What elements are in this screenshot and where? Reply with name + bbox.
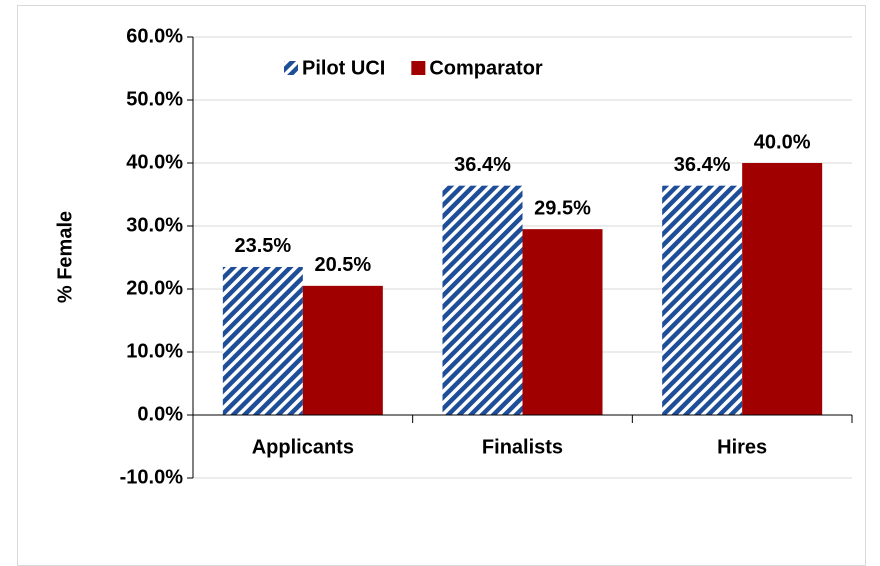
bar bbox=[522, 229, 603, 415]
y-tick-label: 20.0% bbox=[126, 277, 183, 299]
y-tick-label: 10.0% bbox=[126, 340, 183, 362]
legend-swatch bbox=[284, 61, 298, 75]
y-tick-label: 30.0% bbox=[126, 214, 183, 236]
bar bbox=[662, 185, 743, 415]
y-tick-label: 60.0% bbox=[126, 25, 183, 47]
data-label: 36.4% bbox=[454, 154, 511, 176]
legend-swatch bbox=[411, 61, 426, 75]
y-tick-label: 50.0% bbox=[126, 88, 183, 110]
data-label: 23.5% bbox=[234, 235, 291, 257]
data-label: 20.5% bbox=[314, 254, 371, 276]
bar bbox=[302, 285, 383, 415]
y-axis-title: % Female bbox=[54, 211, 76, 303]
y-tick-label: 40.0% bbox=[126, 151, 183, 173]
data-label: 36.4% bbox=[674, 154, 731, 176]
x-tick-label: Applicants bbox=[252, 436, 354, 458]
y-tick-label: -10.0% bbox=[120, 466, 184, 488]
data-label: 40.0% bbox=[754, 131, 811, 153]
legend-label: Pilot UCI bbox=[302, 57, 385, 79]
bar bbox=[742, 163, 823, 415]
y-tick-label: 0.0% bbox=[137, 403, 183, 425]
data-label: 29.5% bbox=[534, 197, 591, 219]
x-tick-label: Hires bbox=[717, 436, 767, 458]
bar bbox=[222, 266, 303, 415]
legend-label: Comparator bbox=[429, 57, 543, 79]
bar bbox=[442, 185, 523, 415]
x-tick-label: Finalists bbox=[482, 436, 563, 458]
